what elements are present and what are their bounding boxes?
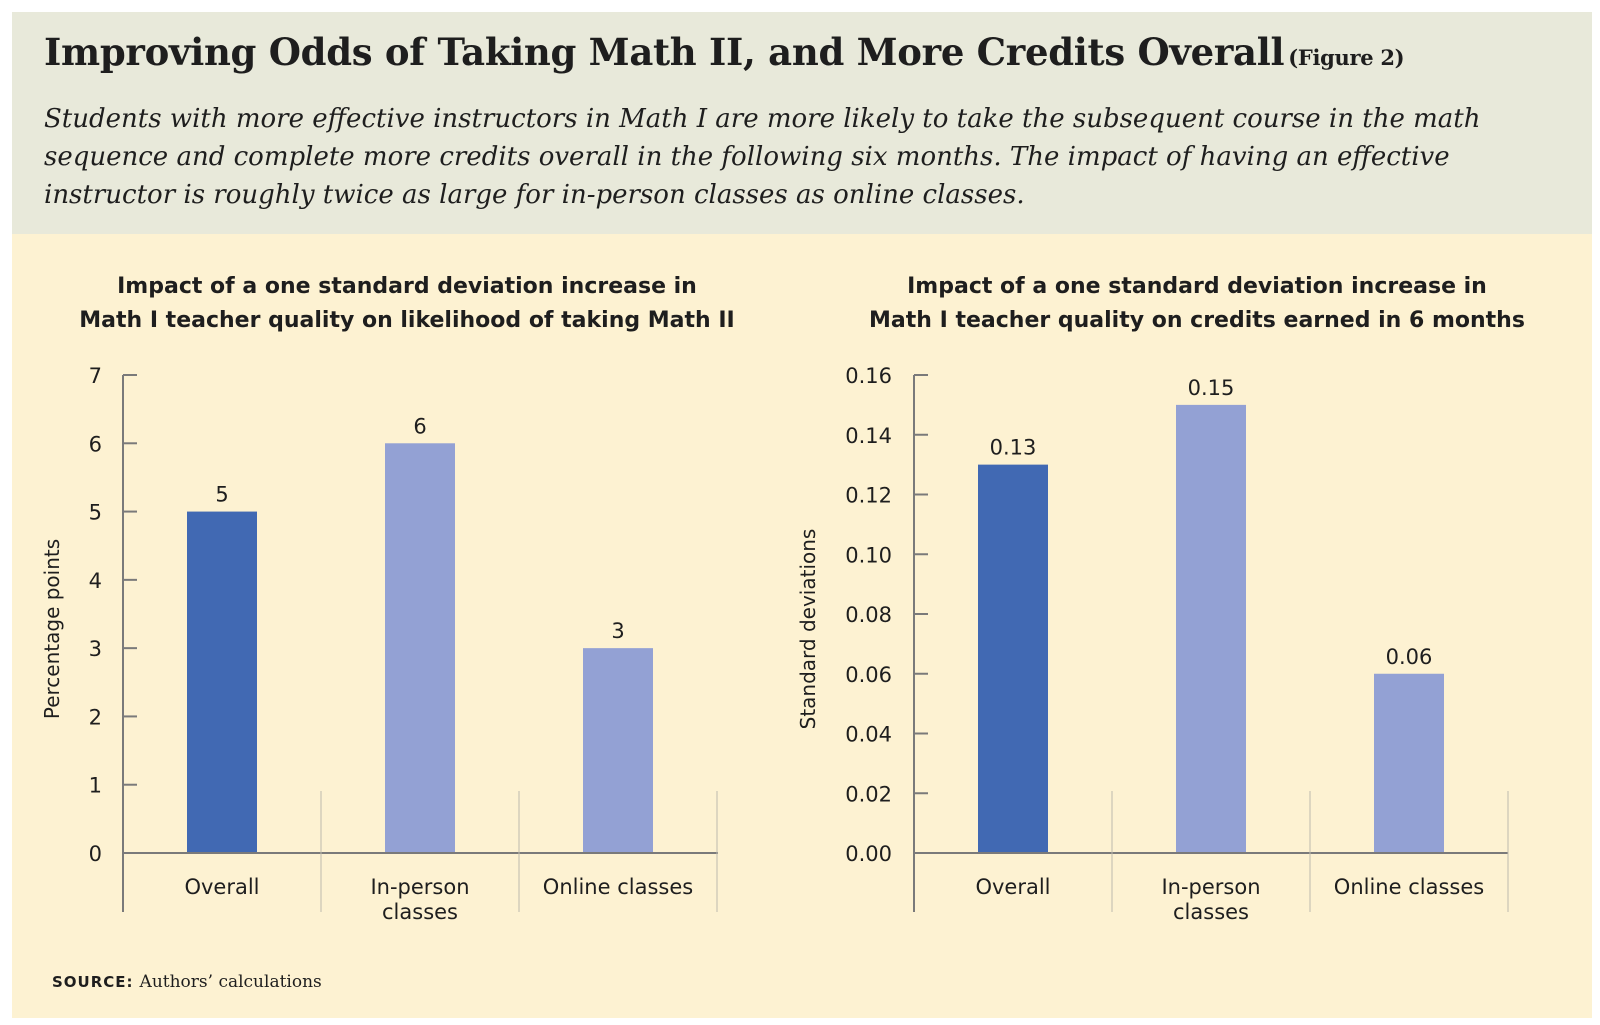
left-y-tick-label: 4 — [89, 569, 102, 593]
left-bar — [187, 511, 257, 853]
left-y-axis-title: Percentage points — [40, 539, 64, 719]
source-label: SOURCE: — [52, 973, 134, 991]
right-chart-title-line: Impact of a one standard deviation incre… — [907, 274, 1487, 299]
left-y-tick-label: 7 — [89, 364, 102, 388]
right-y-tick-label: 0.16 — [845, 364, 892, 388]
right-x-tick-label: In-person — [1161, 875, 1260, 899]
left-x-tick-label: Online classes — [543, 875, 693, 899]
right-bar-chart: 0.13 0.15 0.06 0.00 0.02 0.04 0.06 0.08 0.10 0.12… — [796, 364, 1509, 924]
right-bar — [1374, 673, 1444, 853]
left-bar-value-label: 3 — [611, 619, 624, 643]
left-chart-panel: Impact of a one standard deviation incre… — [12, 270, 802, 338]
right-y-tick-label: 0.10 — [845, 543, 892, 567]
left-bar — [583, 648, 653, 853]
right-chart-panel: Impact of a one standard deviation incre… — [802, 270, 1592, 338]
left-y-tick-label: 3 — [89, 637, 102, 661]
left-x-tick-label: In-person — [370, 875, 469, 899]
left-bar-value-label: 6 — [413, 414, 426, 438]
left-chart-title-line: Math I teacher quality on likelihood of … — [79, 308, 735, 333]
left-y-tick-label: 2 — [89, 705, 102, 729]
left-chart-title: Impact of a one standard deviation incre… — [12, 270, 802, 338]
right-bar-value-label: 0.06 — [1386, 645, 1433, 669]
source-note: SOURCE: Authors’ calculations — [52, 972, 322, 992]
right-y-tick-label: 0.08 — [845, 603, 892, 627]
left-chart-title-line: Impact of a one standard deviation incre… — [117, 274, 697, 299]
right-bar — [1176, 404, 1246, 853]
left-y-tick-label: 5 — [89, 501, 102, 525]
left-bar — [385, 443, 455, 853]
right-y-tick-label: 0.12 — [845, 484, 892, 508]
figure-number: (Figure 2) — [1288, 45, 1405, 70]
right-y-tick-label: 0.06 — [845, 663, 892, 687]
right-x-tick-label: Online classes — [1334, 875, 1484, 899]
right-x-tick-label: Overall — [975, 875, 1050, 899]
right-bar — [978, 464, 1048, 853]
left-y-tick-label: 0 — [89, 842, 102, 866]
left-x-tick-label: Overall — [184, 875, 259, 899]
right-x-tick-label: classes — [1173, 900, 1249, 924]
figure: Improving Odds of Taking Math II, and Mo… — [12, 12, 1592, 1018]
right-chart-title: Impact of a one standard deviation incre… — [802, 270, 1592, 338]
right-y-axis-title: Standard deviations — [796, 529, 820, 730]
right-y-tick-label: 0.14 — [845, 424, 892, 448]
left-y-tick-label: 6 — [89, 432, 102, 456]
left-x-tick-label: classes — [382, 900, 458, 924]
figure-subtitle: Students with more effective instructors… — [44, 104, 1481, 210]
source-text: Authors’ calculations — [139, 972, 322, 992]
right-y-tick-label: 0.02 — [845, 782, 892, 806]
figure-title: Improving Odds of Taking Math II, and Mo… — [44, 30, 1405, 74]
right-chart-title-line: Math I teacher quality on credits earned… — [869, 308, 1525, 333]
right-bar-value-label: 0.13 — [990, 436, 1037, 460]
right-bar-value-label: 0.15 — [1188, 376, 1235, 400]
figure-title-text: Improving Odds of Taking Math II, and Mo… — [44, 30, 1285, 74]
figure-header: Improving Odds of Taking Math II, and Mo… — [12, 12, 1592, 234]
left-y-tick-label: 1 — [89, 774, 102, 798]
left-bar-value-label: 5 — [215, 483, 228, 507]
right-y-tick-label: 0.04 — [845, 723, 892, 747]
right-y-tick-label: 0.00 — [845, 842, 892, 866]
